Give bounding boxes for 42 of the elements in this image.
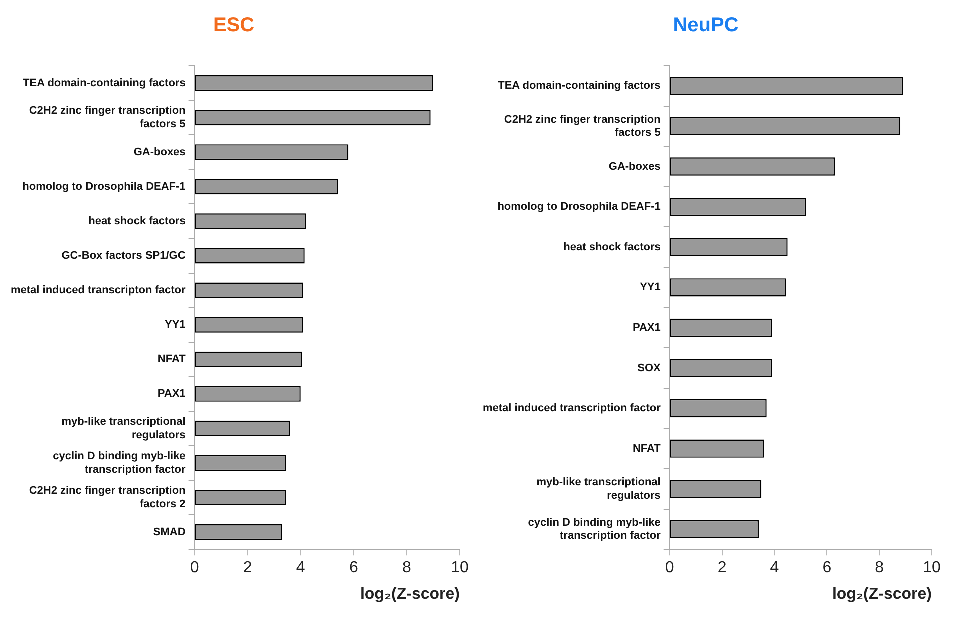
y-tick-label: SOX [638,362,662,374]
y-tick-label: PAX1 [632,322,661,334]
y-tick-label: homolog to Drosophila DEAF-1 [22,180,186,193]
x-tick-label: 8 [402,560,412,577]
y-tick-label: SMAD [153,526,186,538]
x-tick-label: 4 [296,560,306,577]
x-tick-label: 8 [875,560,884,577]
y-tick-label: C2H2 zinc finger transcription factors 5 [504,114,662,140]
x-tick-label: 2 [718,560,727,577]
y-tick-label: myb-like transcriptional regulators [536,476,661,502]
x-tick-label: 6 [822,560,832,577]
y-tick-label: cyclin D binding myb-like transcription factor [53,450,187,476]
x-tick-label: 6 [349,560,358,577]
x-axis-title: log₂(Z-score) [832,586,932,603]
y-tick-label: TEA domain-containing factors [498,80,661,92]
y-tick-label: C2H2 zinc finger transcription factors 2 [29,485,186,510]
y-tick-label: GC-Box factors SP1/GC [62,250,186,262]
x-tick-label: 4 [770,560,780,577]
y-tick-label: GA-boxes [608,160,661,173]
x-tick-label: 0 [665,560,674,577]
x-tick-label: 10 [451,560,469,577]
y-tick-label: NFAT [632,442,662,455]
y-tick-label: GA-boxes [134,146,186,158]
y-tick-label: YY1 [165,319,186,332]
y-tick-label: C2H2 zinc finger transcription factors 5 [29,105,186,130]
y-tick-label: metal induced transcripton factor [10,284,187,297]
x-tick-label: 10 [923,560,941,577]
y-tick-label: TEA domain-containing factors [23,77,186,90]
y-tick-label: myb-like transcriptional regulators [62,416,186,442]
y-tick-label: homolog to Drosophila DEAF-1 [498,201,661,214]
x-tick-label: 2 [243,560,252,577]
chart-title: NeuPC [673,14,739,37]
x-tick-label: 0 [190,560,200,577]
y-tick-label: heat shock factors [564,241,661,254]
y-tick-label: heat shock factors [88,215,186,228]
y-tick-label: cyclin D binding myb-like transcription factor [528,516,662,542]
chart-title: ESC [213,14,255,37]
y-tick-label: NFAT [158,354,186,366]
y-tick-label: metal induced transcription factor [482,402,662,415]
y-tick-label: PAX1 [158,388,186,400]
x-axis-title: log₂(Z-score) [360,586,460,603]
y-tick-label: YY1 [640,282,661,294]
